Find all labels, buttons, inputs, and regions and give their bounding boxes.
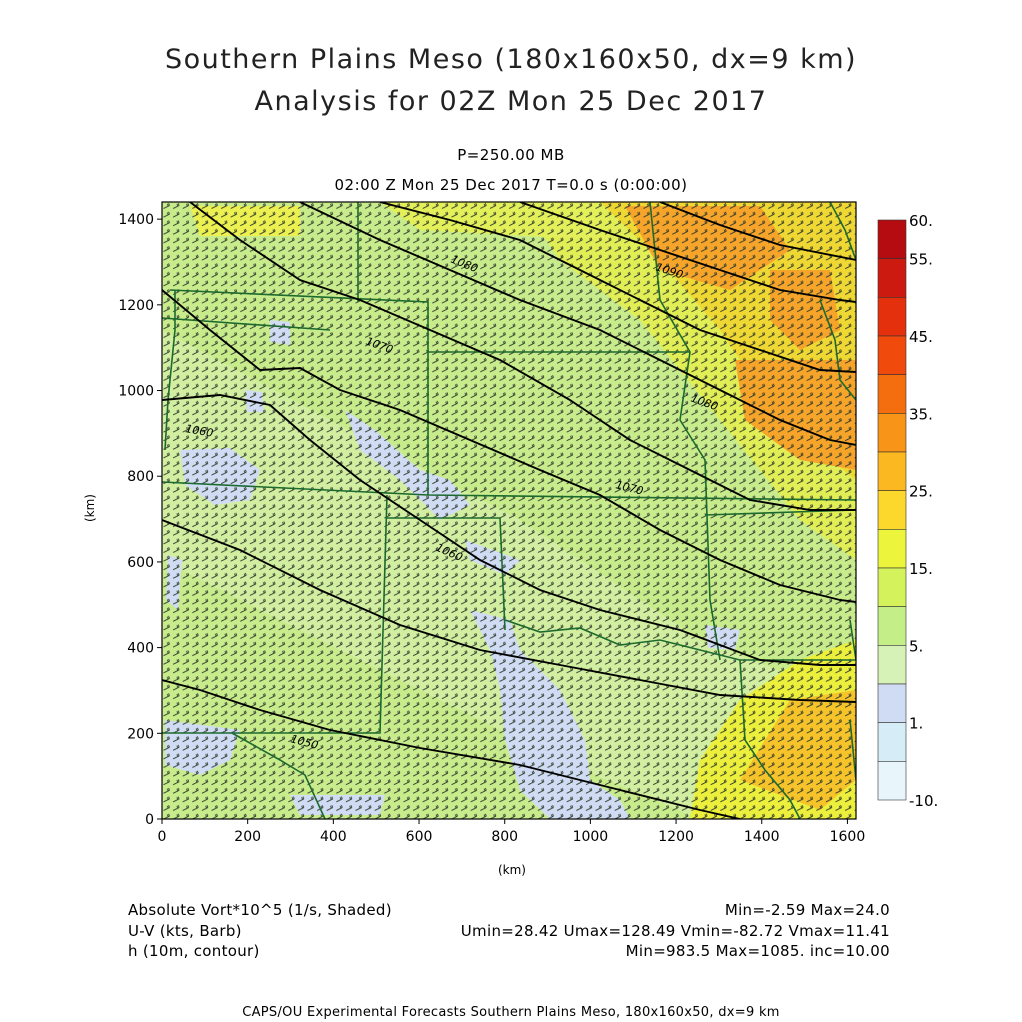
y-axis-unit: (km): [83, 494, 97, 522]
colorbar-swatch: [877, 297, 907, 337]
colorbar-label: 25.: [909, 483, 933, 501]
colorbar-label: 60.: [909, 212, 933, 230]
shaded-variable-stats: Min=-2.59 Max=24.0: [724, 901, 890, 919]
map-title: Southern Plains Meso (180x160x50, dx=9 k…: [164, 44, 858, 75]
contour-label: 1060: [184, 422, 214, 440]
height-contours: [162, 202, 856, 819]
colorbar-swatch: [877, 490, 907, 530]
colorbar-label: 45.: [909, 328, 933, 346]
colorbar-label: 1.: [909, 715, 923, 733]
shaded-variable-label: Absolute Vort*10^5 (1/s, Shaded): [128, 901, 392, 919]
map-panel: 1050 1060 1060 1070 1070 1080 1080 1090 …: [83, 201, 938, 877]
x-tick-label: 400: [320, 829, 347, 845]
y-tick-label: 200: [127, 726, 154, 742]
x-tick-label: 600: [406, 829, 433, 845]
colorbar-swatch: [877, 258, 907, 298]
x-tick-label: 1000: [573, 829, 609, 845]
colorbar-swatch: [877, 219, 907, 259]
y-tick-label: 800: [127, 469, 154, 485]
colorbar-label: 15.: [909, 560, 933, 578]
y-tick-label: 1000: [118, 384, 154, 400]
y-tick-label: 1400: [118, 212, 154, 228]
y-tick-label: 400: [127, 641, 154, 657]
y-tick-label: 1200: [118, 298, 154, 314]
y-tick-label: 600: [127, 555, 154, 571]
colorbar-label: 55.: [909, 251, 933, 269]
colorbar-swatch: [877, 451, 907, 491]
x-tick-label: 800: [491, 829, 518, 845]
colorbar-swatch: [877, 335, 907, 375]
x-tick-label: 0: [158, 829, 167, 845]
colorbar-swatch: [877, 567, 907, 607]
x-tick-label: 1200: [658, 829, 694, 845]
colorbar-swatch: [877, 413, 907, 453]
colorbar-swatch: [877, 761, 907, 801]
plot-frame: [161, 201, 857, 820]
y-axis: 0 200 400 600 800 1000 1200 1400: [118, 212, 162, 828]
colorbar-swatch: [877, 529, 907, 569]
x-tick-label: 1400: [744, 829, 780, 845]
colorbar-swatch: [877, 722, 907, 762]
colorbar-label: 5.: [909, 637, 923, 655]
barb-variable-label: U-V (kts, Barb): [128, 922, 242, 940]
colorbar-label: -10.: [909, 792, 938, 810]
y-tick-label: 0: [145, 812, 154, 828]
map-borders: [162, 202, 856, 819]
colorbar-swatch: [877, 606, 907, 646]
map-subtitle: Analysis for 02Z Mon 25 Dec 2017: [254, 86, 768, 117]
pressure-level: P=250.00 MB: [457, 146, 565, 164]
colorbar-swatch: [877, 645, 907, 685]
colorbar: 60. 55. 45. 35. 25. 15. 5. 1. -10.: [877, 212, 938, 810]
barb-variable-stats: Umin=28.42 Umax=128.49 Vmin=-82.72 Vmax=…: [460, 922, 890, 940]
colorbar-swatch: [877, 374, 907, 414]
contour-variable-label: h (10m, contour): [128, 942, 260, 960]
contour-variable-stats: Min=983.5 Max=1085. inc=10.00: [625, 942, 890, 960]
x-tick-label: 1600: [830, 829, 866, 845]
x-axis: 0 200 400 600 800 1000 1200 1400 1600: [158, 819, 866, 845]
colorbar-swatch: [877, 683, 907, 723]
credit-line: CAPS/OU Experimental Forecasts Southern …: [242, 1005, 780, 1020]
x-tick-label: 200: [234, 829, 261, 845]
x-axis-unit: (km): [498, 863, 526, 877]
colorbar-label: 35.: [909, 405, 933, 423]
valid-time: 02:00 Z Mon 25 Dec 2017 T=0.0 s (0:00:00…: [334, 176, 688, 194]
